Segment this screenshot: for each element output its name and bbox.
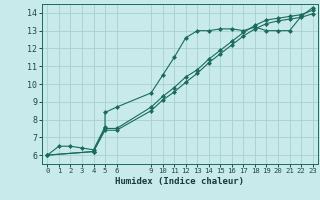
X-axis label: Humidex (Indice chaleur): Humidex (Indice chaleur) [116, 177, 244, 186]
